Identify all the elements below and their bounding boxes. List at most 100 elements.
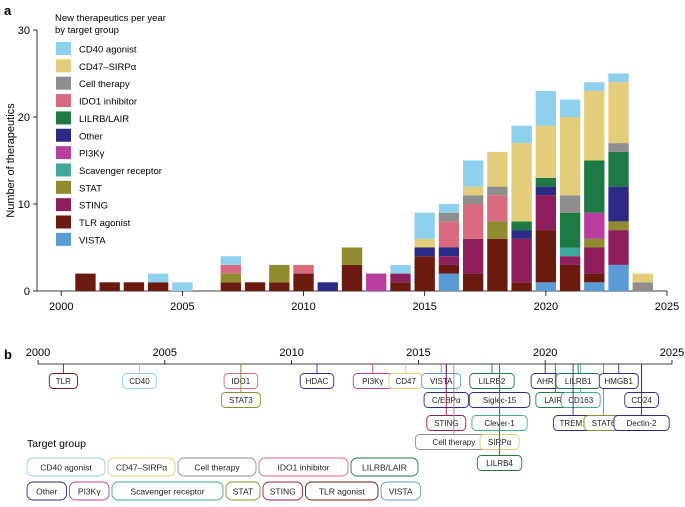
timeline-legend-item-vista: VISTA (380, 481, 421, 501)
legend-swatch-cd47-sirp (56, 59, 71, 73)
bar-segment-2007-stat (220, 273, 242, 283)
bar-segment-2016-tlr-agonist (438, 264, 460, 274)
x-tick-label: 2020 (534, 301, 558, 313)
bar-segment-2020-tlr-agonist (535, 230, 557, 283)
legend-label: TLR agonist (319, 487, 365, 497)
legend-label-lilrb-lair: LILRB/LAIR (79, 114, 129, 125)
event-box (421, 373, 462, 389)
timeline-event-hdac: HDAC (299, 364, 335, 389)
timeline-legend-item-scavenger-receptor: Scavenger receptor (111, 481, 224, 501)
y-tick-label: 30 (18, 25, 30, 37)
timeline-legend-item-cd40-agonist: CD40 agonist (26, 457, 106, 477)
panel-b-label: b (4, 347, 12, 362)
timeline-event-hmgb1: HMGB1 (598, 364, 639, 389)
bar-segment-2001-tlr-agonist (75, 273, 96, 291)
legend-box (262, 481, 303, 501)
legend-box (350, 457, 419, 477)
event-label: CD47 (395, 377, 416, 386)
timeline-legend: Target group CD40 agonist CD47–SIRPα Cell t… (26, 438, 421, 501)
bar-segment-2020-other (535, 186, 557, 196)
bar-segment-2023-cd40-agonist (608, 73, 629, 83)
bar-segment-2007-ido1-inhibitor (220, 264, 242, 274)
event-label: LAIR1 (544, 396, 567, 405)
legend-title: by target group (55, 25, 119, 36)
timeline-legend-item-ido1-inhibitor: IDO1 inhibitor (258, 457, 349, 477)
bar-segment-2023-vista (608, 264, 629, 291)
timeline-event-sting: STING (426, 364, 467, 431)
bar-segment-2019-other (511, 230, 532, 239)
legend-label-vista: VISTA (79, 235, 106, 246)
event-label: LILRB4 (486, 459, 513, 468)
legend-box (26, 481, 67, 501)
timeline-legend-item-pi3k: PI3Kγ (69, 481, 110, 501)
bar-segment-2010-tlr-agonist (293, 273, 314, 291)
bar-segment-2024-cd47-sirp (632, 273, 653, 283)
legend-label: Scavenger receptor (130, 487, 204, 497)
timeline-tick-label: 2010 (279, 347, 303, 359)
legend-label-other: Other (79, 131, 103, 142)
bar-segment-2024-cell-therapy (632, 282, 653, 291)
bar-segment-2023-other (608, 186, 629, 222)
timeline-tick-label: 2025 (660, 347, 684, 359)
bar-segment-2012-stat (341, 247, 363, 265)
event-box (560, 392, 601, 408)
legend-box (258, 457, 349, 477)
bar-segment-2022-tlr-agonist (584, 273, 605, 283)
bar-segment-2021-tlr-agonist (559, 264, 581, 291)
timeline-event-lilrb4: LILRB4 (476, 364, 523, 471)
bar-segment-2019-lilrb-lair (511, 221, 532, 231)
bar-segment-2021-cell-therapy (559, 195, 581, 213)
bar-segment-2012-tlr-agonist (341, 264, 363, 291)
legend-box (69, 481, 110, 501)
timeline-event-cd47: CD47 (388, 364, 423, 389)
bar-segment-2002-tlr-agonist (99, 282, 120, 291)
bar-segment-2014-tlr-agonist (390, 282, 411, 291)
bar-segment-2015-other (414, 247, 435, 257)
bar-segment-2016-ido1-inhibitor (438, 221, 460, 248)
legend-label-pi3k: PI3Kγ (79, 149, 105, 160)
timeline-legend-item-cd47-sirp: CD47–SIRPα (107, 457, 176, 477)
bar-segment-2023-stat (608, 221, 629, 231)
timeline-tick-label: 2020 (533, 347, 557, 359)
y-axis-title: Number of therapeutics (5, 103, 17, 218)
timeline-legend-title: Target group (27, 438, 86, 450)
bar-segment-2016-cd40-agonist (438, 204, 460, 213)
legend-swatch-lilrb-lair (56, 111, 71, 125)
stacked-bar-chart: 0 10 20 30 2000 2005 2010 2015 2020 2025 Number of… (5, 13, 679, 313)
bar-segment-2017-cd47-sirp (462, 186, 484, 196)
event-label: TLR (56, 377, 71, 386)
bar-segment-2020-vista (535, 282, 557, 291)
bar-segment-2021-sting (559, 256, 581, 265)
timeline-legend-item-tlr-agonist: TLR agonist (305, 481, 379, 501)
legend-swatch-ido1-inhibitor (56, 94, 71, 108)
bar-segment-2019-cd40-agonist (511, 125, 532, 144)
bar-segment-2016-vista (438, 273, 460, 291)
bar-segment-2015-cd47-sirp (414, 238, 435, 248)
timeline-legend-item-lilrb-lair: LILRB/LAIR (350, 457, 419, 477)
timeline-event-lilrb1: LILRB1 (555, 364, 601, 389)
legend-swatch-cell-therapy (56, 76, 71, 90)
bar-segment-2019-sting (511, 238, 532, 283)
legend-swatch-other (56, 128, 71, 142)
event-box (469, 373, 515, 389)
timeline-event-stat6: STAT6 (583, 364, 624, 431)
legend-swatch-scavenger-receptor (56, 163, 71, 177)
legend-label: LILRB/LAIR (362, 463, 407, 473)
bar-segment-2018-stat (487, 221, 508, 239)
bar-segment-2023-sting (608, 230, 629, 265)
legend-swatch-pi3k (56, 146, 71, 160)
legend-label: CD40 agonist (40, 463, 92, 473)
bar-segment-2014-cd40-agonist (390, 264, 411, 274)
event-label: CD40 (129, 377, 150, 386)
bar-segment-2018-tlr-agonist (487, 238, 508, 291)
timeline-event-cd163: CD163 (560, 364, 601, 408)
event-box (299, 373, 335, 389)
bar-segment-2017-sting (462, 238, 484, 274)
bar-segment-2021-scavenger-receptor (559, 247, 581, 257)
legend-box (225, 481, 261, 501)
event-box (122, 373, 157, 389)
bar-segment-2020-lilrb-lair (535, 177, 557, 187)
